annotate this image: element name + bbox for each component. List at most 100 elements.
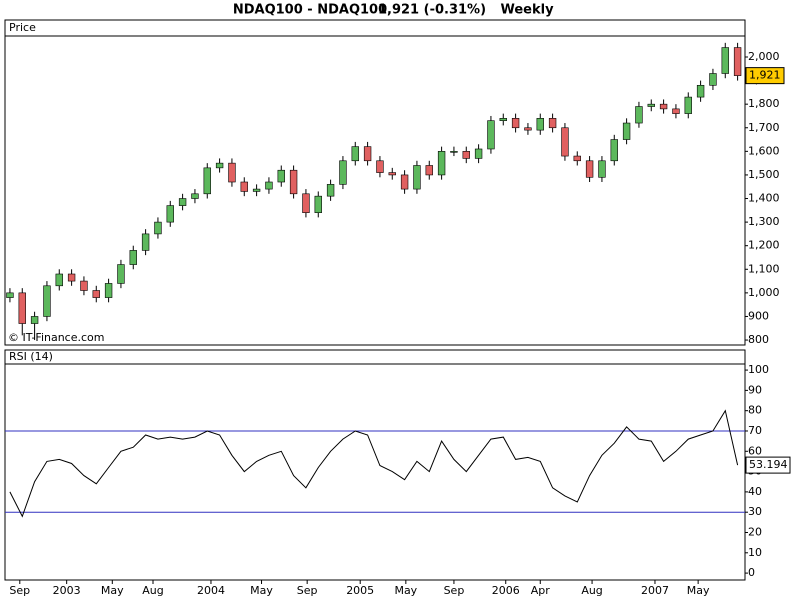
y-tick-label: 1,300 — [748, 215, 780, 228]
candle-body — [129, 250, 137, 265]
candle-body — [215, 162, 224, 169]
candle-body — [141, 233, 150, 251]
y-tick-label: 1,600 — [748, 144, 780, 157]
last-change: 1,921 (-0.31%) — [378, 3, 486, 18]
candle-body — [117, 264, 125, 284]
candle-body — [548, 118, 557, 129]
candle-body — [561, 127, 569, 157]
x-tick-label: Sep — [9, 584, 30, 597]
y-tick-label: 0 — [748, 566, 755, 579]
y-tick-label: 1,700 — [748, 121, 780, 134]
candle-body — [388, 172, 396, 176]
candle-body — [696, 84, 705, 98]
x-tick-label: 2007 — [641, 584, 669, 597]
y-tick-label: 1,500 — [748, 168, 780, 181]
y-tick-label: 40 — [748, 485, 762, 498]
y-tick-label: 1,000 — [748, 286, 780, 299]
candle-body — [265, 181, 273, 190]
x-tick-label: May — [101, 584, 124, 597]
candle-body — [524, 127, 532, 131]
candle-body — [511, 118, 520, 129]
x-tick-label: Sep — [444, 584, 465, 597]
candle-body — [425, 165, 433, 176]
candle-body — [499, 118, 507, 121]
candle-body — [80, 280, 88, 291]
candle-body — [413, 165, 421, 190]
y-tick-label: 800 — [748, 333, 769, 346]
y-tick-label: 1,200 — [748, 239, 780, 252]
candle-body — [104, 283, 113, 298]
y-tick-label: 80 — [748, 404, 762, 417]
candle-body — [437, 151, 446, 176]
y-tick-label: 20 — [748, 525, 762, 538]
candle-body — [277, 169, 285, 183]
candle-body — [376, 160, 384, 173]
x-tick-label: 2004 — [197, 584, 225, 597]
candle-body — [351, 146, 359, 162]
y-tick-label: 2,000 — [748, 50, 780, 63]
candle-body — [733, 47, 742, 76]
x-tick-label: 2003 — [53, 584, 81, 597]
candle-body — [622, 122, 631, 140]
y-tick-label: 30 — [748, 505, 762, 518]
x-tick-label: Apr — [531, 584, 551, 597]
price-panel — [4, 19, 746, 346]
x-tick-label: May — [250, 584, 273, 597]
candle-body — [339, 160, 347, 185]
last-price-label: 1,921 — [749, 69, 781, 82]
y-tick-label: 60 — [748, 444, 762, 457]
candle-body — [709, 73, 717, 86]
candle-body — [314, 195, 322, 213]
y-tick-label: 900 — [748, 309, 769, 322]
candle-body — [487, 120, 495, 150]
candle-body — [450, 151, 458, 153]
candle-body — [635, 106, 643, 124]
candle-body — [191, 193, 199, 199]
x-tick-label: May — [394, 584, 417, 597]
candle-body — [462, 151, 470, 159]
candle-body — [252, 188, 261, 192]
rsi-panel — [4, 349, 746, 581]
candle-body — [474, 148, 483, 159]
y-tick-label: 90 — [748, 383, 762, 396]
x-tick-label: Sep — [297, 584, 318, 597]
y-tick-label: 100 — [748, 363, 769, 376]
candle-body — [326, 184, 335, 197]
candle-body — [154, 221, 162, 235]
period: Weekly — [500, 3, 554, 18]
rsi-line — [9, 409, 739, 518]
candle-body — [610, 139, 618, 162]
candle-body — [240, 181, 248, 192]
candle-body — [92, 290, 100, 298]
candle-body — [18, 292, 26, 324]
candle-body — [6, 292, 14, 298]
y-tick-label: 70 — [748, 424, 762, 437]
panel-label: Price — [9, 21, 36, 34]
candle-body — [363, 146, 372, 162]
candle-body — [30, 316, 39, 324]
y-tick-label: 1,800 — [748, 97, 780, 110]
candle-body — [647, 103, 655, 107]
x-tick-label: 2005 — [346, 584, 374, 597]
y-tick-label: 1,400 — [748, 192, 780, 205]
x-tick-label: Aug — [142, 584, 163, 597]
last-value-box — [745, 456, 791, 474]
panel-label: RSI (14) — [9, 350, 53, 363]
chart-title: NDAQ100 - NDAQ100 — [233, 3, 387, 18]
candle-body — [672, 108, 680, 114]
candle-body — [598, 160, 606, 178]
x-tick-label: May — [687, 584, 710, 597]
candle-body — [536, 118, 544, 131]
last-price-box — [745, 67, 785, 85]
candle-body — [166, 205, 174, 223]
candle-body — [684, 96, 692, 114]
candle-body — [228, 162, 236, 183]
last-value-label: 53.194 — [749, 458, 788, 471]
candle-body — [67, 273, 76, 282]
candle-body — [302, 193, 310, 213]
candle-body — [289, 169, 298, 195]
candle-body — [55, 273, 63, 287]
